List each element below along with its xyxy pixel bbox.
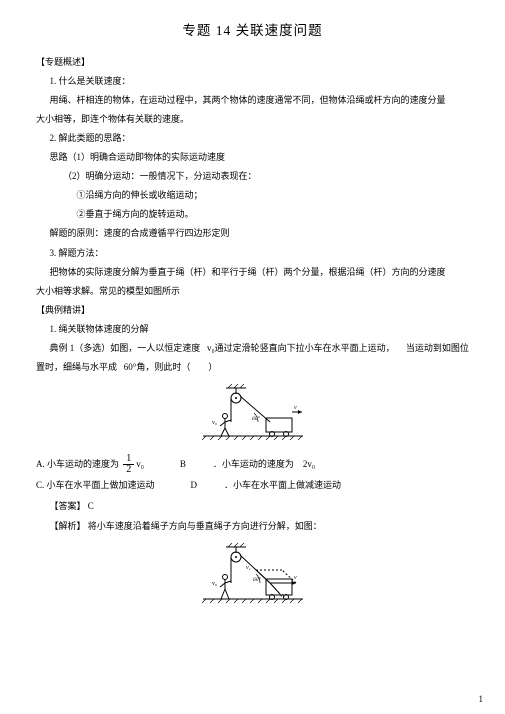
text-p8: 解题的原则：速度的合成遵循平行四边形定则: [36, 225, 469, 242]
text-p4: 思路（1）明确合运动即物体的实际运动速度: [36, 149, 469, 166]
text-p3: 2. 解此类题的思路：: [36, 130, 469, 147]
svg-text:60°: 60°: [253, 576, 262, 583]
text-p6: ①沿绳方向的伸长或收缩运动；: [36, 187, 469, 204]
example-stem-2a: 置时，细绳与水平成: [36, 362, 117, 372]
text-p10b: 大小相等求解。常见的模型如图所示: [36, 283, 469, 300]
example-stem-2b: 60°角，则此时（ ）: [124, 362, 218, 372]
section-overview: 【专题概述】: [36, 54, 469, 71]
svg-text:v₁: v₁: [246, 565, 251, 571]
text-p11: 1. 绳关联物体速度的分解: [36, 321, 469, 338]
option-d: D ．小车在水平面上做减速运动: [191, 477, 342, 494]
text-p10: 把物体的实际速度分解为垂直于绳（杆）和平行于绳（杆）两个分量，根据沿绳（杆）方向…: [36, 264, 469, 281]
option-a-pre: A. 小车运动的速度为: [36, 456, 119, 473]
svg-text:60°: 60°: [252, 415, 261, 422]
text-p7: ②垂直于绳方向的旋转运动。: [36, 206, 469, 223]
example-stem-1b: v₀通过定滑轮竖直向下拉小车在水平面上运动，: [207, 343, 395, 353]
example-stem-1a: 典例 1（多选）如图，一人以恒定速度: [50, 343, 201, 353]
explanation: 【解析】 将小车速度沿着绳子方向与垂直绳子方向进行分解，如图：: [36, 518, 469, 535]
option-c: C. 小车在水平面上做加速运动: [36, 477, 155, 494]
option-c-row: C. 小车在水平面上做加速运动 D ．小车在水平面上做减速运动: [36, 477, 469, 494]
page-title: 专题 14 关联速度问题: [36, 18, 469, 44]
text-p1: 1. 什么是关联速度：: [36, 73, 469, 90]
option-a-row: A. 小车运动的速度为 1 2 v₀ B ．小车运动的速度为 2v₀: [36, 454, 469, 475]
text-p5: （2）明确分运动：一般情况下，分运动表现在：: [36, 168, 469, 185]
fraction-den: 2: [123, 465, 134, 475]
option-b: B ．小车运动的速度为 2v₀: [180, 456, 315, 473]
option-a-suf: v₀: [136, 456, 144, 473]
figure-2: v₀ 60° v v₁ v₂: [36, 541, 469, 612]
text-p2b: 大小相等，即连个物体有关联的速度。: [36, 111, 469, 128]
figure-1: v₀ 60° v: [36, 382, 469, 448]
svg-text:v₂: v₂: [280, 593, 285, 599]
text-p2: 用绳、杆相连的物体，在运动过程中，其两个物体的速度通常不同，但物体沿绳或杆方向的…: [36, 92, 469, 109]
section-examples: 【典例精讲】: [36, 302, 469, 319]
text-p9: 3. 解题方法：: [36, 245, 469, 262]
fraction-half: 1 2: [123, 454, 134, 475]
options-block: A. 小车运动的速度为 1 2 v₀ B ．小车运动的速度为 2v₀ C. 小车…: [36, 454, 469, 494]
example-stem-1: 典例 1（多选）如图，一人以恒定速度 v₀通过定滑轮竖直向下拉小车在水平面上运动…: [36, 340, 469, 357]
svg-text:v₀: v₀: [212, 420, 217, 426]
svg-text:v₀: v₀: [212, 581, 217, 587]
svg-text:v: v: [294, 575, 297, 581]
example-stem-1c: 当运动到如图位: [406, 343, 469, 353]
answer: 【答案】 C: [36, 498, 469, 515]
page-number: 1: [479, 694, 484, 704]
example-stem-2: 置时，细绳与水平成 60°角，则此时（ ）: [36, 359, 469, 376]
svg-text:v: v: [294, 405, 297, 411]
